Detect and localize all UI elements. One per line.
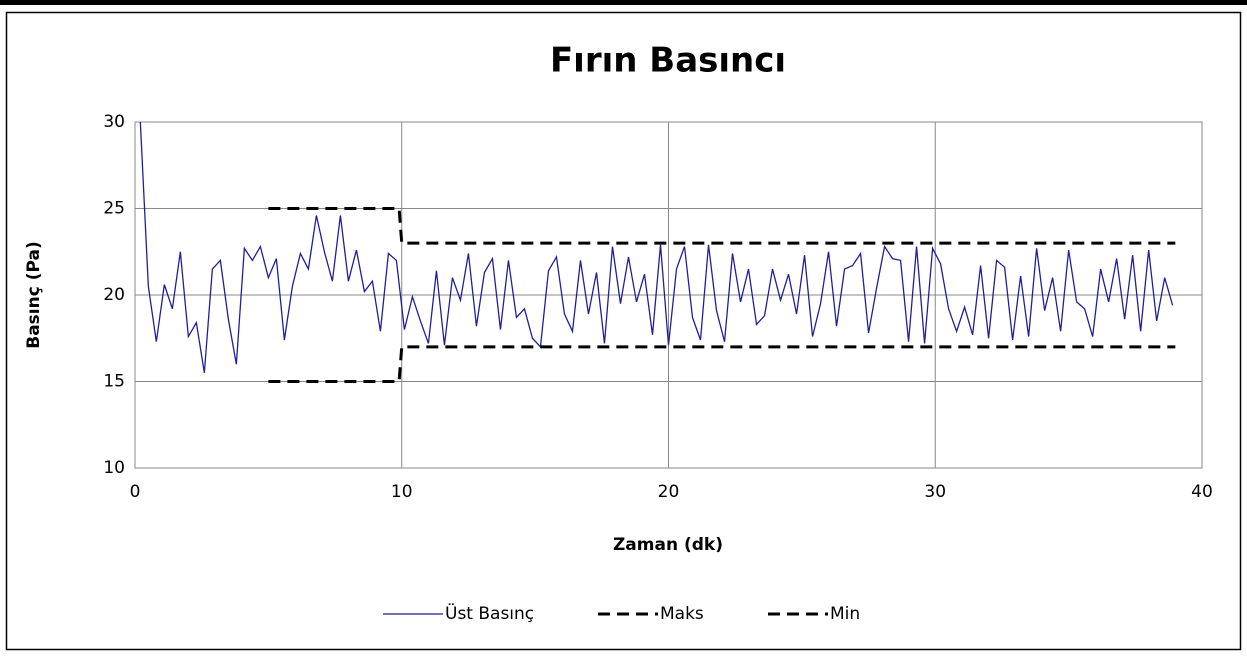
x-tick-label: 30 [924, 482, 946, 502]
legend-label: Min [830, 604, 860, 624]
data-line [139, 121, 1174, 373]
y-tick-label: 15 [103, 372, 125, 392]
y-tick-label: 10 [103, 458, 125, 478]
y-tick-label: 20 [103, 285, 125, 305]
x-tick-label: 40 [1191, 482, 1213, 502]
x-axis-label: Zaman (dk) [613, 535, 723, 555]
data-line [268, 345, 1176, 383]
y-tick-label: 30 [103, 112, 125, 132]
y-tick-label: 25 [103, 199, 125, 219]
x-tick-label: 0 [130, 482, 141, 502]
plot-border [134, 121, 1203, 469]
y-axis-label: Basınç (Pa) [24, 241, 44, 349]
chart-title: Fırın Basıncı [550, 41, 786, 81]
legend-label: Maks [660, 604, 704, 624]
chart-frame [5, 11, 1242, 651]
data-line [268, 207, 1176, 245]
x-tick-label: 20 [658, 482, 680, 502]
top-bar [0, 0, 1247, 5]
x-tick-label: 10 [391, 482, 413, 502]
legend-label: Üst Basınç [445, 602, 534, 624]
